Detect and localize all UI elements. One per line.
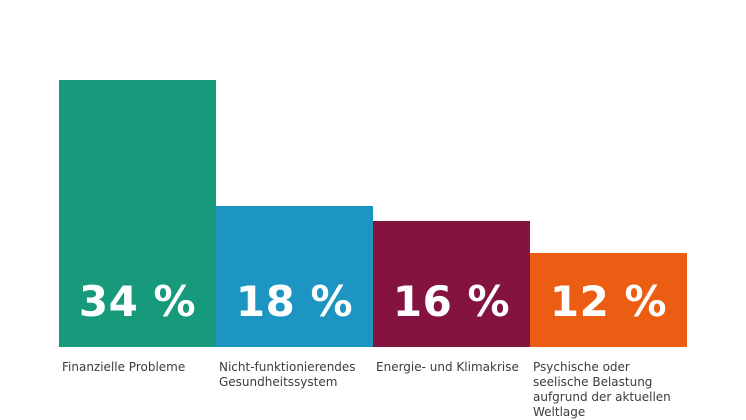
category-label: Energie- und Klimakrise — [376, 360, 519, 374]
bar-value-label: 12 % — [549, 276, 668, 326]
bar-4: 12 % — [530, 252, 687, 347]
category-label: Nicht-funktionierendes Gesundheitssystem — [219, 360, 356, 389]
category-label: Finanzielle Probleme — [62, 360, 186, 374]
bar-value-label: 34 % — [78, 277, 197, 326]
bar-value-label: 16 % — [392, 276, 511, 326]
bar-3: 16 % — [373, 221, 530, 347]
bar-1: 34 % — [59, 80, 216, 347]
category-label: Psychische oder seelische Belastung aufg… — [533, 360, 671, 419]
bar-value-label: 18 % — [235, 276, 354, 326]
bar-2: 18 % — [216, 205, 373, 347]
